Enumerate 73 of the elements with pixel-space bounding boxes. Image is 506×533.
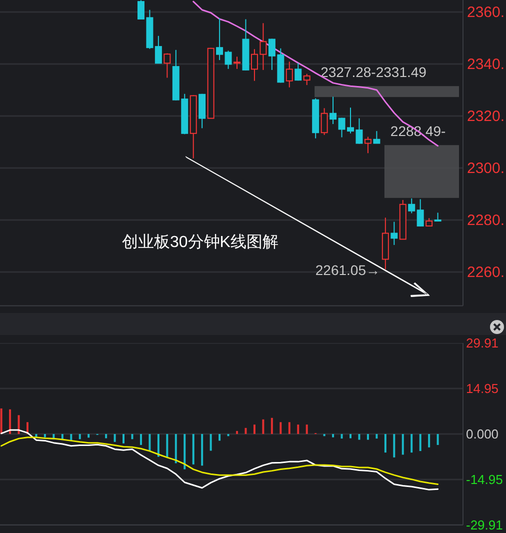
y-tick-label: 2320. [467,108,505,126]
bar [244,428,247,434]
bar [201,434,204,466]
bar [410,434,413,453]
bar [253,424,256,434]
bar [270,418,273,434]
candlestick [364,136,372,154]
bar [192,434,194,464]
candlestick [234,56,241,70]
y-tick-label: 2300. [467,160,505,178]
bar [306,424,308,434]
bar [174,434,177,464]
bar [114,434,116,442]
candlestick [320,108,328,136]
y-tick-label: 0.000 [466,426,499,442]
bar [166,434,168,458]
y-tick-label: 29.91 [466,336,499,351]
bar [105,434,108,438]
bar [436,434,439,445]
bar [9,409,12,434]
annotation: 2261.05→ [315,262,380,278]
candlestick [373,130,380,144]
bar [393,434,396,458]
bar [419,434,422,452]
candlestick [216,18,224,61]
candlestick [294,62,302,82]
bar [428,434,430,448]
bar [236,430,238,434]
bar [402,434,404,455]
candlestick [286,61,293,88]
bar [218,434,221,441]
line-series [0,436,439,485]
bar [350,434,352,438]
bar [358,434,360,440]
bar [140,434,142,445]
bar [157,434,160,457]
candlestick [154,35,162,64]
bar [44,434,46,438]
candlestick [224,50,232,70]
bar [340,434,343,439]
bar [184,434,186,470]
band-label: 2327.28-2331.49 [320,64,427,80]
bar [78,434,81,440]
line-series [0,429,439,490]
candlestick [164,52,171,78]
bar [262,419,264,434]
y-tick-label: -14.95 [466,472,503,488]
y-tick-label: 14.95 [466,381,499,396]
y-tick-label: 2340. [467,56,505,74]
y-tick-label: -29.91 [466,518,503,533]
bar [376,434,378,439]
bar [297,424,300,434]
bar [384,434,386,453]
bar [122,434,125,444]
candlestick [303,73,310,86]
bar [210,434,212,451]
y-tick-label: 2260. [467,264,505,282]
bar [288,422,290,434]
bar [148,434,151,452]
candlestick [416,198,424,227]
candlestick [330,96,337,125]
y-tick-label: 2360. [467,4,505,22]
candlestick [408,198,416,214]
bar [131,434,134,440]
bar [280,422,282,434]
candlestick [390,221,398,246]
y-tick-label: 2280. [467,212,505,230]
bar [18,415,20,434]
bar [332,434,334,438]
bar [88,434,90,438]
bar [366,434,369,440]
candlestick [198,93,206,129]
annotation: 创业板30分钟K线图解 [122,233,278,251]
